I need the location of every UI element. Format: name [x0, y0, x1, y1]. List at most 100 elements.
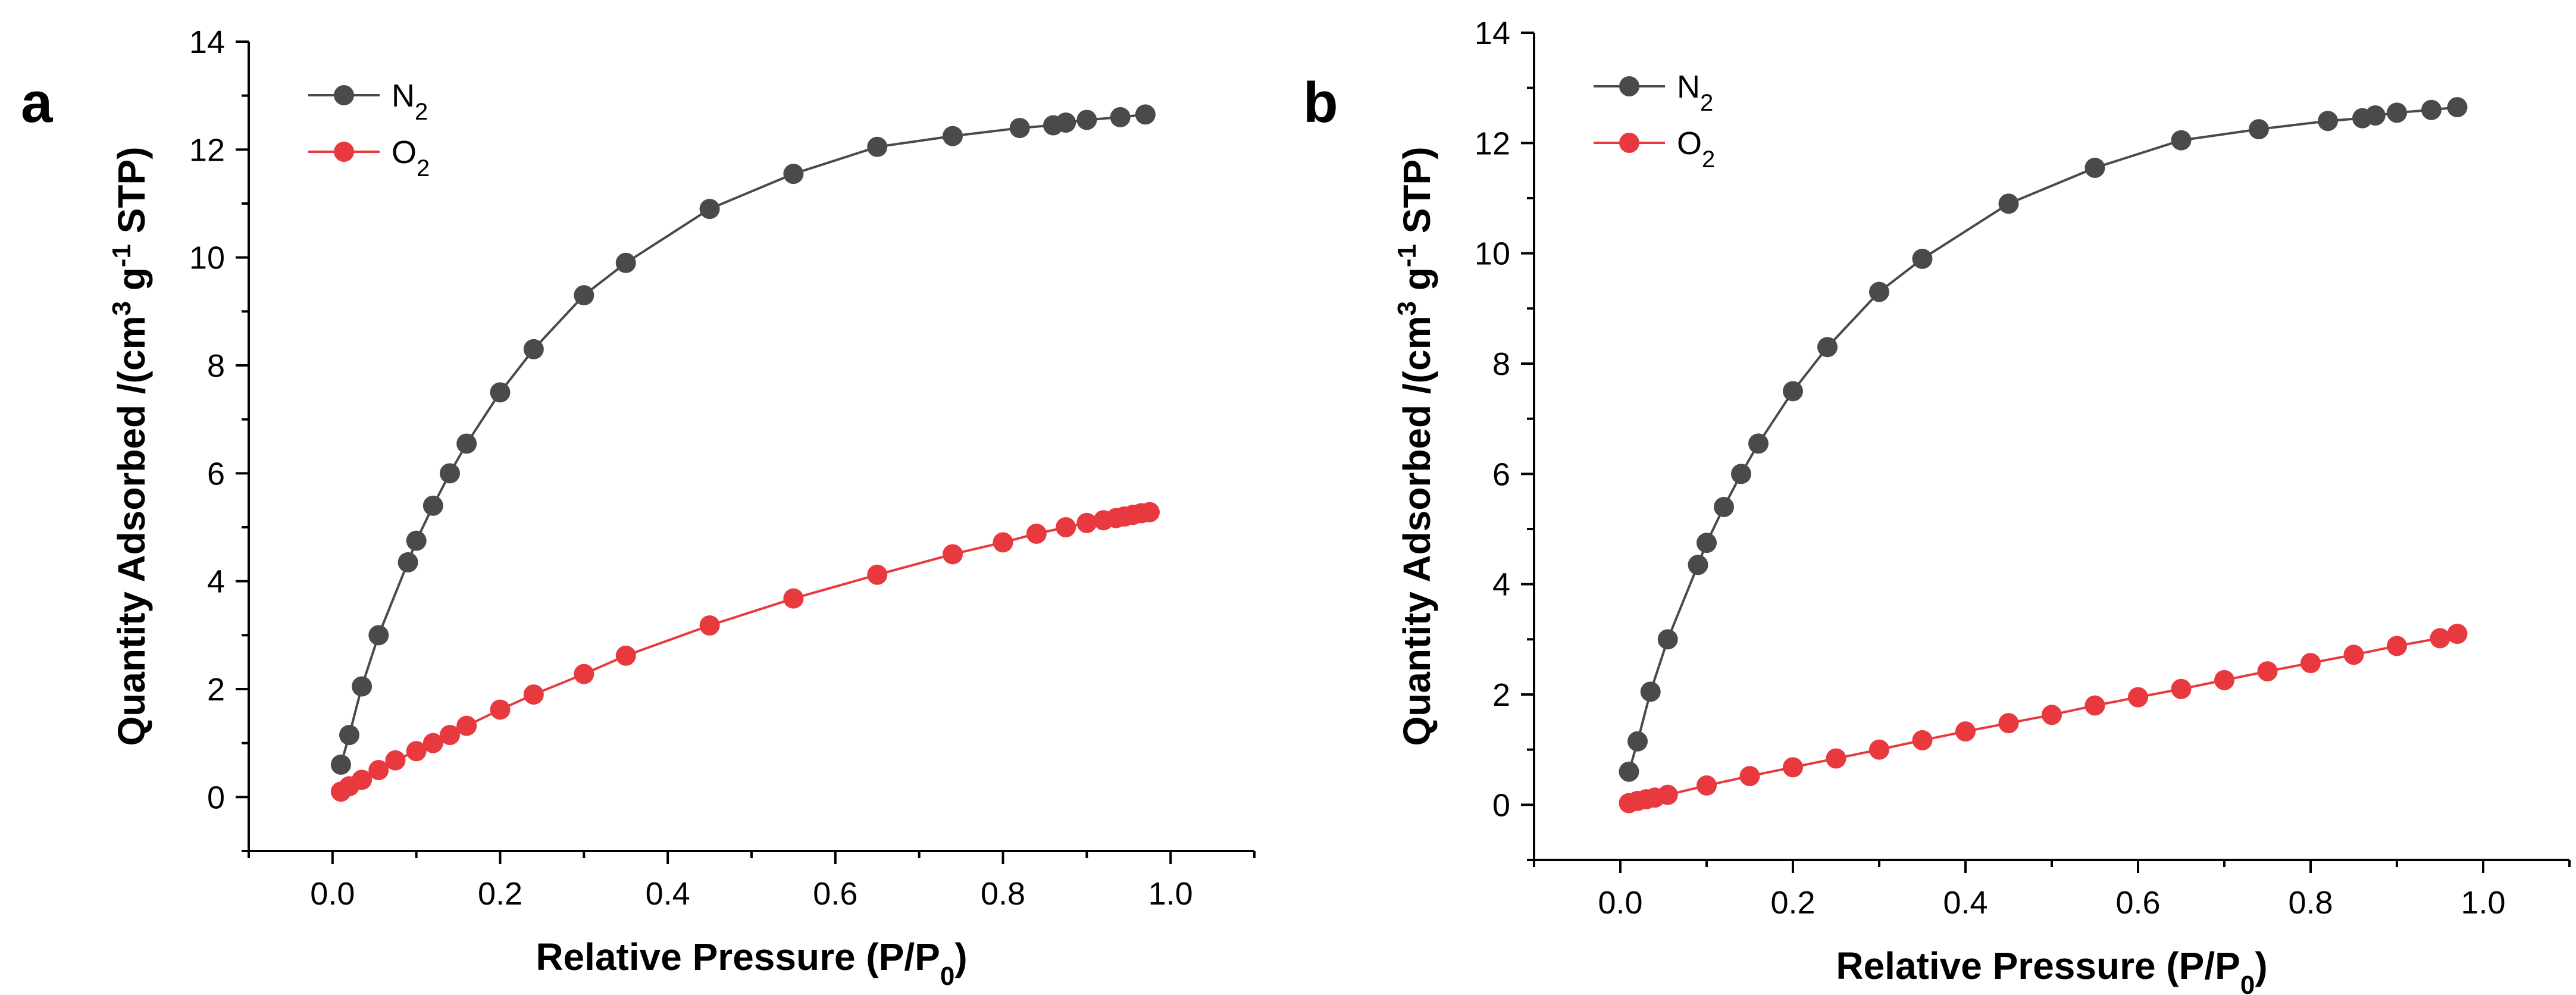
data-point: [1783, 381, 1803, 402]
data-point: [456, 715, 477, 736]
y-tick-label: 6: [1492, 456, 1510, 492]
legend-marker: [334, 85, 354, 105]
data-point: [1056, 112, 1076, 133]
data-point: [1748, 433, 1769, 454]
data-point: [993, 532, 1013, 553]
x-tick-label: 1.0: [1148, 876, 1193, 912]
data-point: [1912, 248, 1933, 269]
data-point: [422, 733, 443, 753]
x-tick-label: 0.2: [478, 876, 522, 912]
data-point: [2171, 678, 2192, 699]
data-point: [1076, 512, 1097, 533]
data-point: [1076, 109, 1097, 130]
data-point: [397, 552, 418, 572]
data-point: [352, 676, 373, 697]
chart-panel-b: b 0.0 0.2 0.4 0.6 0.8 1.0 0 2 4 6 8 10 12 14 Relative P…: [1303, 15, 2571, 995]
data-point: [943, 126, 963, 146]
data-point: [867, 136, 888, 157]
data-point: [1869, 739, 1889, 760]
data-point: [574, 664, 594, 684]
x-tick-label: 0.6: [813, 876, 857, 912]
y-tick-label: 4: [207, 564, 225, 600]
data-point: [1688, 555, 1708, 575]
y-tick-label: 14: [1475, 15, 1510, 51]
x-axis-label: Relative Pressure (P/P0): [1836, 944, 2267, 995]
data-point: [1657, 784, 1678, 805]
data-point: [2128, 687, 2148, 708]
data-point: [2365, 105, 2386, 126]
data-point: [1998, 713, 2019, 734]
data-point: [339, 725, 359, 746]
data-point: [2171, 130, 2192, 151]
legend-marker: [1619, 76, 1639, 96]
data-point: [385, 750, 406, 771]
y-axis-label: Quantity Adsorbed /(cm3 g-1 STP): [1392, 146, 1439, 746]
y-axis-label-sup: -1: [1392, 244, 1422, 267]
data-point: [440, 463, 460, 484]
y-tick-label: 0: [1492, 787, 1510, 823]
legend-label: N2: [392, 78, 428, 125]
data-point: [2430, 628, 2450, 649]
data-point: [1731, 464, 1751, 484]
y-axis-label-mid: g: [1395, 267, 1438, 301]
data-point: [1135, 104, 1156, 125]
data-point: [574, 285, 594, 306]
y-axis-label-tail: STP): [110, 146, 153, 244]
data-point: [2084, 695, 2105, 716]
y-tick-label: 8: [207, 348, 225, 384]
legend-marker: [334, 142, 354, 162]
legend-label-main: O: [392, 134, 417, 170]
data-point: [2300, 653, 2321, 674]
data-point: [2249, 119, 2269, 140]
data-point: [1009, 118, 1030, 139]
data-point: [1056, 517, 1076, 537]
data-point: [699, 199, 720, 220]
chart-panel-a: a 0.0 0.2 0.4 0.6 0.8 1.0 0 2 4 6 8 10 12 14 Relative P…: [21, 24, 1256, 991]
y-tick-label: 12: [1475, 126, 1510, 161]
legend-label: N2: [1677, 69, 1713, 116]
y-tick-label: 14: [189, 24, 225, 60]
y-tick-label: 6: [207, 456, 225, 492]
data-point: [1783, 757, 1803, 778]
data-point: [1697, 533, 1717, 553]
legend-label-sub: 2: [1700, 90, 1713, 116]
x-tick-label: 0.2: [1770, 885, 1815, 921]
data-point: [1697, 775, 1717, 796]
y-tick-label: 0: [207, 780, 225, 815]
data-point: [1139, 502, 1160, 522]
legend-label: O2: [1677, 126, 1715, 173]
y-axis-label-sup: 3: [1392, 301, 1422, 315]
y-axis-label-main: Quantity Adsorbed /(cm: [110, 316, 153, 746]
data-point: [368, 625, 389, 646]
data-point: [1817, 337, 1838, 358]
data-point: [615, 645, 636, 666]
data-point: [1912, 730, 1933, 750]
data-point: [1657, 629, 1678, 650]
data-point: [456, 433, 477, 454]
legend-label-main: N: [392, 78, 415, 114]
legend-marker: [1619, 133, 1639, 153]
legend-label: O2: [392, 134, 430, 182]
legend-label-sub: 2: [415, 99, 428, 125]
data-point: [523, 339, 544, 359]
data-point: [2421, 99, 2442, 120]
data-point: [523, 684, 544, 705]
data-point: [330, 754, 351, 775]
y-tick-label: 4: [1492, 567, 1510, 603]
data-point: [2387, 636, 2407, 656]
y-tick-label: 12: [189, 132, 225, 168]
series-line: [340, 511, 1150, 793]
series-o2: [330, 502, 1160, 802]
data-point: [1869, 281, 1889, 302]
y-axis-label: Quantity Adsorbed /(cm3 g-1 STP): [107, 146, 154, 746]
data-point: [1110, 107, 1131, 127]
y-axis-label-sup: 3: [107, 301, 136, 315]
legend-label-sub: 2: [1702, 146, 1715, 173]
x-tick-label: 0.8: [981, 876, 1025, 912]
series-n2: [330, 104, 1156, 775]
data-point: [1619, 761, 1639, 782]
legend-label-main: O: [1677, 126, 1702, 161]
